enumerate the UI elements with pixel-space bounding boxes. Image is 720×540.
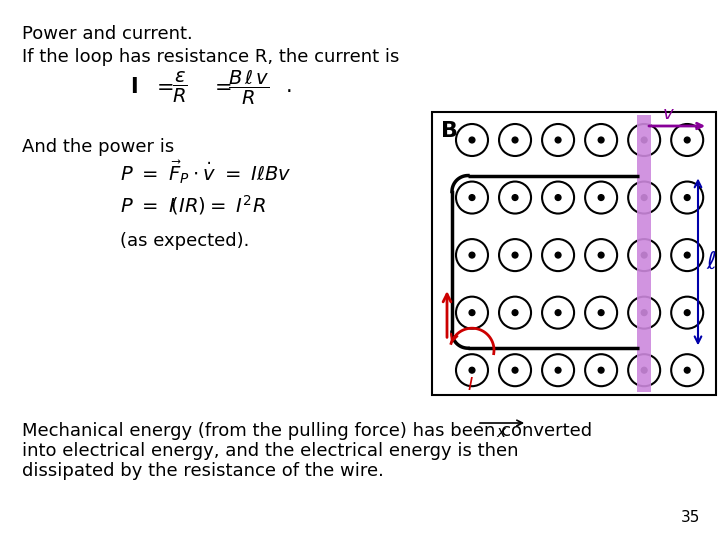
Text: $\mathbf{I}$: $\mathbf{I}$: [130, 77, 138, 97]
Circle shape: [469, 195, 475, 200]
Circle shape: [512, 195, 518, 200]
Circle shape: [512, 310, 518, 315]
Text: Power and current.: Power and current.: [22, 25, 193, 43]
Circle shape: [469, 310, 475, 315]
Circle shape: [555, 310, 561, 315]
Text: $P\ =\ I\!\left(IR\right)=\ I^2R$: $P\ =\ I\!\left(IR\right)=\ I^2R$: [120, 193, 266, 217]
Text: $\dfrac{\varepsilon}{R}$: $\dfrac{\varepsilon}{R}$: [172, 70, 187, 105]
Circle shape: [555, 195, 561, 200]
Circle shape: [598, 310, 604, 315]
Circle shape: [684, 367, 690, 373]
Text: $I$: $I$: [467, 376, 474, 394]
Circle shape: [469, 137, 475, 143]
Circle shape: [555, 252, 561, 258]
Circle shape: [684, 195, 690, 200]
Text: $x$: $x$: [496, 426, 508, 440]
Text: $v$: $v$: [662, 105, 675, 123]
Text: dissipated by the resistance of the wire.: dissipated by the resistance of the wire…: [22, 462, 384, 480]
Circle shape: [512, 252, 518, 258]
Text: $=$: $=$: [210, 78, 231, 97]
Circle shape: [684, 137, 690, 143]
Circle shape: [642, 367, 647, 373]
Circle shape: [642, 310, 647, 315]
Text: $\mathbf{B}$: $\mathbf{B}$: [440, 120, 457, 142]
Circle shape: [684, 252, 690, 258]
Circle shape: [642, 195, 647, 200]
Text: $\ell$: $\ell$: [706, 250, 716, 274]
Bar: [432, 112, 716, 395]
Circle shape: [684, 310, 690, 315]
Text: Mechanical energy (from the pulling force) has been converted: Mechanical energy (from the pulling forc…: [22, 422, 592, 440]
Circle shape: [598, 252, 604, 258]
Text: $\dfrac{B\,\ell\, v}{R}$: $\dfrac{B\,\ell\, v}{R}$: [228, 68, 269, 106]
Text: If the loop has resistance R, the current is: If the loop has resistance R, the curren…: [22, 48, 400, 66]
Text: (as expected).: (as expected).: [120, 232, 249, 250]
Text: $=$: $=$: [152, 78, 174, 97]
Text: 35: 35: [680, 510, 700, 525]
Circle shape: [469, 367, 475, 373]
Circle shape: [512, 367, 518, 373]
Circle shape: [642, 252, 647, 258]
Circle shape: [598, 137, 604, 143]
Circle shape: [469, 252, 475, 258]
Text: $P\ =\ \vec{F}_P \cdot \dot{v}\ =\ I\ell Bv$: $P\ =\ \vec{F}_P \cdot \dot{v}\ =\ I\ell…: [120, 158, 292, 186]
Text: into electrical energy, and the electrical energy is then: into electrical energy, and the electric…: [22, 442, 518, 460]
Circle shape: [598, 195, 604, 200]
Circle shape: [642, 137, 647, 143]
Circle shape: [512, 137, 518, 143]
Text: $.$: $.$: [285, 78, 292, 97]
Circle shape: [555, 367, 561, 373]
Bar: [637, 115, 651, 392]
Circle shape: [598, 367, 604, 373]
Circle shape: [555, 137, 561, 143]
Text: And the power is: And the power is: [22, 138, 174, 156]
